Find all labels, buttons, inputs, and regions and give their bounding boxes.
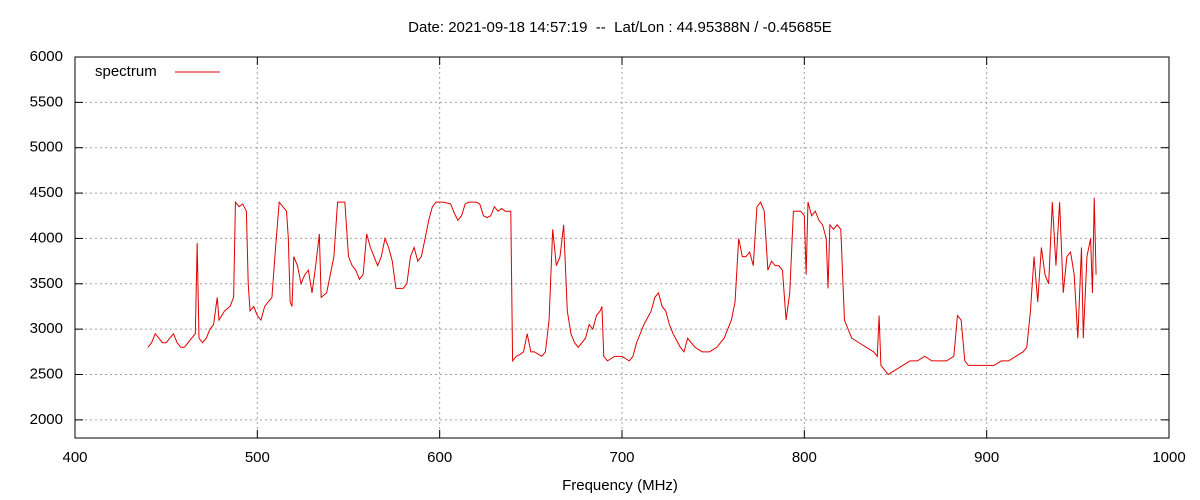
y-tick-label: 4500 — [30, 184, 63, 201]
y-tick-label: 3000 — [30, 320, 63, 337]
x-tick-label: 700 — [609, 449, 634, 466]
legend-label: spectrum — [95, 63, 157, 80]
x-axis-label: Frequency (MHz) — [562, 477, 678, 494]
y-tick-label: 6000 — [30, 48, 63, 65]
y-tick-label: 5000 — [30, 139, 63, 156]
x-tick-label: 500 — [245, 449, 270, 466]
y-tick-label: 5500 — [30, 93, 63, 110]
chart-title: Date: 2021-09-18 14:57:19 -- Lat/Lon : 4… — [408, 19, 832, 36]
x-tick-label: 400 — [62, 449, 87, 466]
y-tick-label: 2000 — [30, 411, 63, 428]
y-tick-label: 4000 — [30, 229, 63, 246]
data-line — [147, 197, 1097, 376]
x-tick-label: 1000 — [1152, 449, 1185, 466]
plot-frame — [74, 56, 1170, 439]
x-tick-label: 900 — [974, 449, 999, 466]
x-tick-label: 600 — [427, 449, 452, 466]
y-tick-label: 2500 — [30, 365, 63, 382]
x-tick-label: 800 — [792, 449, 817, 466]
y-tick-label: 3500 — [30, 275, 63, 292]
